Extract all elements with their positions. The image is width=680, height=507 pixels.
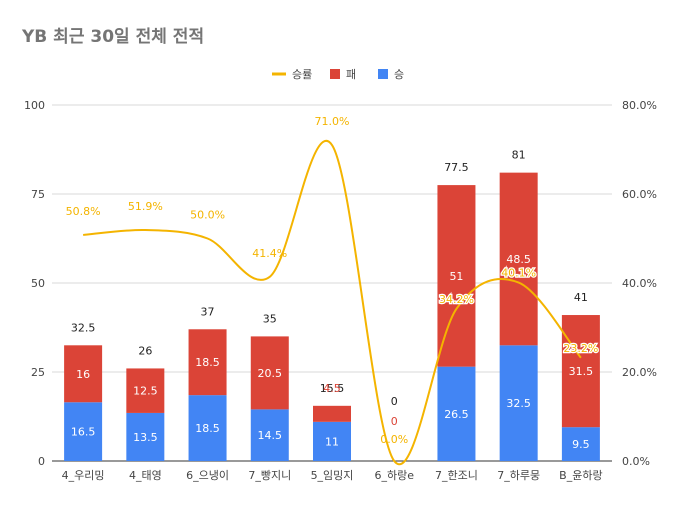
x-tick-label: 4_태영 (129, 469, 162, 482)
x-tick-label: 4_우리밍 (62, 469, 105, 482)
y-tick-label: 100 (24, 99, 45, 112)
bar-series (64, 172, 600, 461)
loss-label: 48.5 (506, 253, 531, 266)
legend-swatch-win (378, 69, 388, 79)
legend-swatch-loss (330, 69, 340, 79)
win-label: 26.5 (444, 408, 469, 421)
y2-tick-label: 20.0% (622, 366, 657, 379)
legend-label-win: 승 (394, 68, 404, 81)
y2-tick-label: 60.0% (622, 188, 657, 201)
loss-label: 51 (449, 270, 463, 283)
loss-label: 16 (76, 368, 90, 381)
total-label: 81 (512, 149, 526, 162)
total-label: 37 (201, 305, 215, 318)
bar-loss (64, 345, 103, 403)
rate-label: 0.0% (380, 433, 408, 446)
y-tick-label: 50 (31, 277, 45, 290)
rate-label: 51.9% (128, 200, 163, 213)
y-tick-label: 25 (31, 366, 45, 379)
x-tick-label: 5_임밍지 (311, 469, 354, 482)
y-axis-left: 0 25 50 75 100 (24, 99, 45, 468)
total-label: 41 (574, 291, 588, 304)
x-tick-label: 7_한조니 (435, 469, 478, 482)
y-tick-label: 0 (38, 455, 45, 468)
legend: 승률 패 승 (272, 68, 404, 81)
bar-win (126, 412, 165, 461)
bar-loss (313, 405, 351, 422)
bar-loss (250, 336, 289, 410)
y-tick-label: 75 (31, 188, 45, 201)
legend-label-rate: 승률 (292, 68, 312, 81)
rate-label: 23.2% (563, 342, 598, 355)
x-tick-label: 6_으냉이 (186, 469, 229, 482)
total-label: 26 (138, 344, 152, 357)
x-tick-label: B_윤하랑 (559, 468, 602, 482)
win-label: 18.5 (195, 422, 220, 435)
rate-label: 40.1% (501, 267, 536, 280)
x-tick-label: 7_빵지니 (248, 469, 291, 482)
total-label: 32.5 (71, 321, 96, 334)
total-label: 0 (391, 395, 398, 408)
rate-label: 41.4% (252, 247, 287, 260)
loss-label: 18.5 (195, 356, 220, 369)
x-axis: 4_우리밍 4_태영 6_으냉이 7_빵지니 5_임밍지 6_하랑e 7_한조니 7_하루뭉 B… (62, 468, 603, 482)
rate-label: 50.0% (190, 209, 225, 222)
y2-tick-label: 0.0% (622, 455, 650, 468)
rate-label: 71.0% (315, 115, 350, 128)
x-tick-label: 7_하루뭉 (497, 468, 540, 482)
rate-label: 50.8% (66, 205, 101, 218)
chart-title: YB 최근 30일 전체 전적 (21, 27, 204, 47)
bar-win (499, 345, 538, 461)
win-label: 32.5 (506, 397, 531, 410)
y-axis-right: 0.0% 20.0% 40.0% 60.0% 80.0% (622, 99, 657, 468)
total-label: 15.5 (320, 382, 345, 395)
loss-label: 20.5 (258, 367, 283, 380)
rate-label: 34.2% (439, 293, 474, 306)
bar-win (188, 395, 227, 461)
loss-label: 4.5 (323, 382, 341, 395)
loss-label: 0 (391, 415, 398, 428)
bar-win (561, 427, 600, 461)
win-label: 14.5 (258, 429, 283, 442)
win-label: 9.5 (572, 438, 590, 451)
win-rate-line (83, 140, 582, 466)
x-tick-label: 6_하랑e (374, 468, 414, 482)
bar-win (437, 366, 476, 461)
bar-loss (561, 315, 600, 428)
legend-label-loss: 패 (346, 68, 356, 81)
win-label: 16.5 (71, 426, 96, 439)
win-label: 13.5 (133, 431, 158, 444)
bar-win (64, 402, 103, 461)
loss-label: 31.5 (569, 365, 594, 378)
bar-loss (126, 368, 165, 413)
bar-loss (188, 329, 227, 396)
total-label: 35 (263, 312, 277, 325)
bar-loss (499, 172, 538, 346)
y2-tick-label: 80.0% (622, 99, 657, 112)
win-rate-series (83, 140, 582, 466)
y2-tick-label: 40.0% (622, 277, 657, 290)
bar-win (250, 409, 289, 461)
total-label: 77.5 (444, 161, 469, 174)
bar-win (313, 421, 351, 461)
data-labels: 32.5 16 16.5 50.8% 26 12.5 13.5 51.9% 37 18.5 18.5… (66, 115, 600, 451)
win-label: 11 (325, 435, 339, 448)
loss-label: 12.5 (133, 385, 158, 398)
